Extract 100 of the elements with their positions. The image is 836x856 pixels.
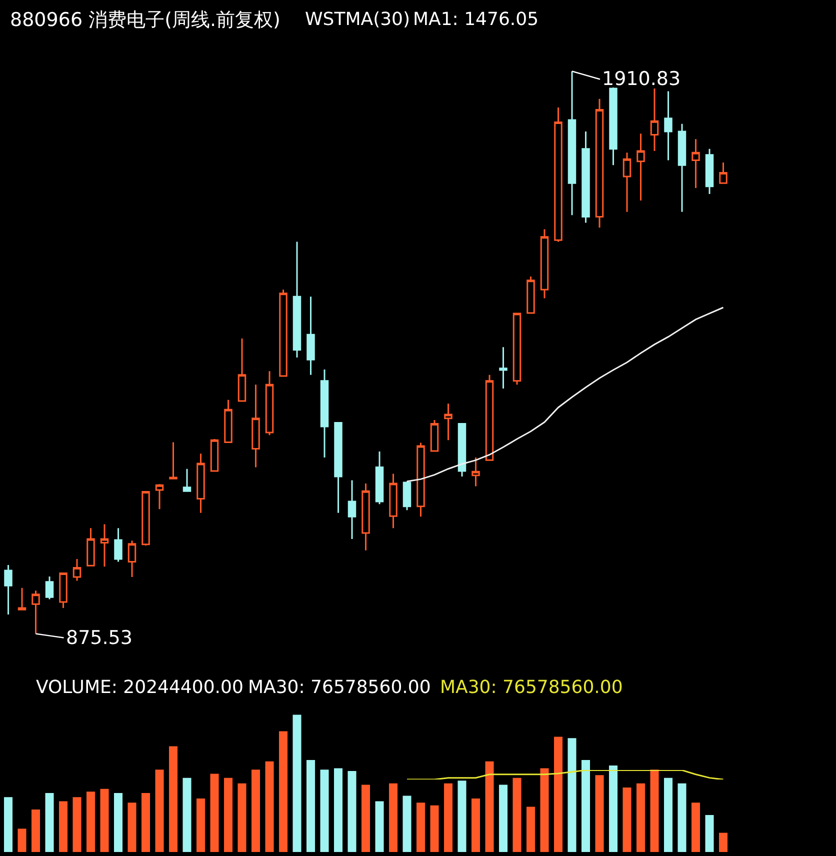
bar: [292, 714, 302, 852]
bar: [348, 771, 356, 852]
candlestick: [402, 480, 412, 511]
bar: [650, 770, 659, 852]
candlestick: [4, 564, 12, 616]
candlestick: [196, 452, 205, 514]
bar: [361, 784, 370, 852]
text: MA30: 76578560.00: [440, 677, 623, 698]
text: MA1: 1476.05: [413, 9, 539, 30]
text: VOLUME: 20244400.00: [36, 677, 244, 698]
candlestick: [238, 338, 246, 402]
candlestick: [18, 587, 26, 610]
candlestick: [554, 106, 562, 243]
bar: [636, 783, 646, 852]
candlestick: [582, 130, 590, 224]
bar: [388, 783, 398, 852]
bar: [155, 770, 164, 852]
annotation: 875.53: [66, 627, 132, 649]
bar: [141, 792, 150, 852]
bar: [182, 778, 192, 852]
bar: [581, 760, 590, 852]
candlestick: [650, 88, 659, 152]
candlestick: [142, 490, 150, 546]
chart-title: 880966 消费电子(周线.前复权): [10, 9, 280, 31]
candlestick: [128, 540, 136, 578]
bar: [251, 770, 260, 852]
candlestick: [252, 384, 260, 468]
candlestick: [540, 228, 549, 300]
bar: [430, 805, 439, 852]
candlestick: [678, 123, 686, 213]
candlestick: [210, 438, 219, 472]
bar: [265, 761, 274, 852]
bar: [458, 780, 466, 852]
candlestick: [609, 86, 618, 166]
candlestick: [595, 98, 604, 228]
bar: [691, 802, 700, 852]
bar: [554, 736, 563, 852]
bar: [678, 783, 686, 852]
candlestick: [636, 132, 645, 202]
bar: [320, 770, 329, 852]
candlestick: [705, 148, 714, 195]
bar: [498, 784, 508, 852]
candlestick: [485, 374, 494, 461]
text: WSTMA(30): [305, 9, 410, 30]
candlestick: [512, 312, 522, 386]
candlestick: [362, 482, 370, 552]
candlestick: [59, 572, 68, 609]
bar: [705, 814, 714, 852]
candlestick: [100, 524, 109, 568]
candlestick: [719, 162, 728, 184]
bar: [306, 760, 316, 852]
bar: [540, 768, 549, 852]
candlestick: [155, 483, 164, 510]
bar: [595, 775, 604, 852]
candlestick: [375, 450, 384, 505]
candlestick: [265, 370, 274, 436]
bar: [86, 792, 96, 852]
bar: [622, 787, 632, 852]
candlestick: [664, 90, 672, 162]
bar: [58, 801, 68, 852]
bar: [512, 778, 522, 852]
candlestick: [32, 590, 40, 634]
bar: [402, 796, 412, 852]
candlestick: [444, 402, 452, 441]
candlestick: [458, 423, 466, 478]
bar: [608, 766, 618, 852]
candlestick: [169, 442, 178, 480]
bar: [168, 746, 178, 852]
candlestick: [499, 346, 508, 390]
annotation: 1910.83: [602, 68, 681, 90]
bar: [224, 778, 233, 852]
candlestick: [306, 296, 315, 376]
candlestick: [334, 422, 342, 514]
candlestick: [430, 419, 439, 452]
candlestick: [72, 558, 82, 582]
bar: [718, 832, 728, 852]
bar: [334, 768, 343, 852]
candlestick: [568, 70, 576, 216]
candlestick: [526, 276, 535, 314]
candlestick: [182, 468, 192, 492]
bar: [238, 783, 246, 852]
bar: [416, 802, 426, 852]
candlestick: [45, 576, 54, 600]
candlestick: [292, 241, 302, 358]
candlestick: [622, 152, 632, 213]
bar: [100, 788, 109, 852]
bar: [45, 792, 54, 852]
bar: [4, 797, 13, 852]
bar: [444, 783, 453, 852]
candlestick: [389, 473, 398, 529]
candlestick: [692, 138, 700, 189]
candlestick: [114, 527, 122, 563]
bar: [485, 761, 494, 852]
bar: [114, 792, 123, 852]
candlestick: [320, 368, 329, 458]
bar: [18, 828, 26, 852]
candlestick: [86, 527, 95, 566]
bar: [72, 797, 82, 852]
bar: [210, 774, 219, 852]
candlestick: [472, 456, 480, 487]
